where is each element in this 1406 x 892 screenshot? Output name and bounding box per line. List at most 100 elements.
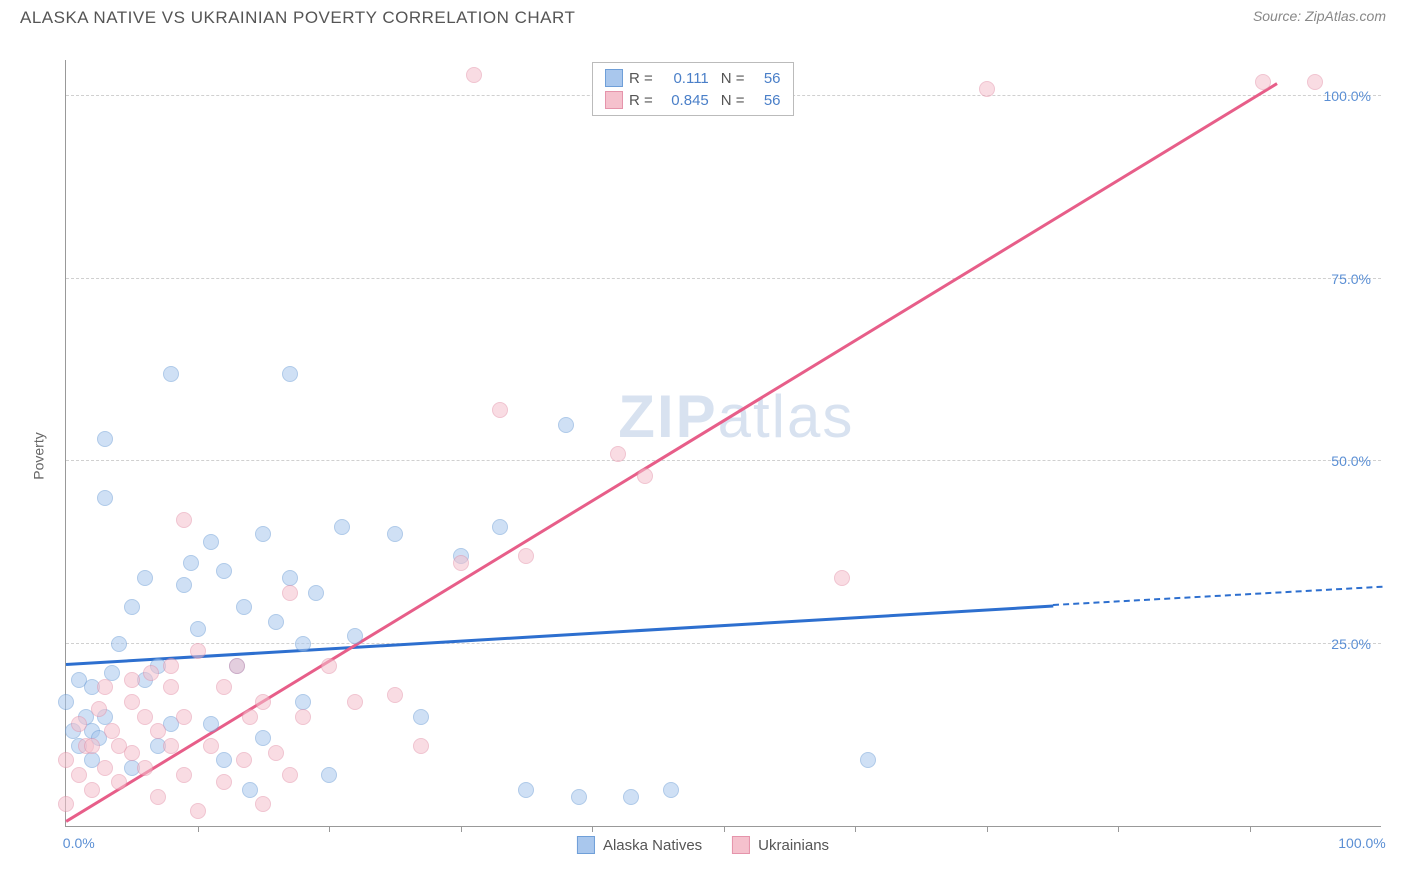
data-point (334, 519, 350, 535)
data-point (236, 599, 252, 615)
data-point (347, 694, 363, 710)
data-point (183, 555, 199, 571)
legend-swatch (577, 836, 595, 854)
data-point (97, 679, 113, 695)
data-point (979, 81, 995, 97)
data-point (255, 694, 271, 710)
x-tick-label: 100.0% (1338, 835, 1385, 851)
data-point (860, 752, 876, 768)
data-point (84, 782, 100, 798)
data-point (91, 701, 107, 717)
x-tick-mark (987, 826, 988, 832)
data-point (137, 709, 153, 725)
x-tick-mark (724, 826, 725, 832)
r-label: R = (629, 92, 653, 109)
x-tick-mark (198, 826, 199, 832)
source-label: Source: ZipAtlas.com (1253, 8, 1386, 24)
data-point (282, 767, 298, 783)
data-point (268, 614, 284, 630)
data-point (58, 694, 74, 710)
data-point (111, 774, 127, 790)
x-tick-label: 0.0% (63, 835, 95, 851)
legend-swatch (605, 91, 623, 109)
data-point (663, 782, 679, 798)
x-tick-mark (1118, 826, 1119, 832)
data-point (1255, 74, 1271, 90)
legend-row: R =0.111N =56 (605, 67, 781, 89)
data-point (104, 665, 120, 681)
x-tick-mark (461, 826, 462, 832)
data-point (492, 402, 508, 418)
data-point (255, 526, 271, 542)
x-tick-mark (329, 826, 330, 832)
data-point (242, 782, 258, 798)
data-point (236, 752, 252, 768)
data-point (58, 796, 74, 812)
data-point (84, 738, 100, 754)
data-point (308, 585, 324, 601)
data-point (242, 709, 258, 725)
data-point (150, 723, 166, 739)
data-point (203, 716, 219, 732)
data-point (190, 643, 206, 659)
data-point (321, 658, 337, 674)
gridline (66, 278, 1381, 279)
data-point (124, 694, 140, 710)
chart-container: Poverty ZIPatlas 25.0%50.0%75.0%100.0%0.… (20, 40, 1386, 872)
series-legend: Alaska NativesUkrainians (577, 836, 829, 854)
data-point (216, 679, 232, 695)
r-value: 0.111 (659, 70, 709, 87)
n-value: 56 (751, 92, 781, 109)
r-label: R = (629, 70, 653, 87)
y-tick-label: 75.0% (1331, 271, 1371, 287)
legend-label: Ukrainians (758, 837, 829, 854)
data-point (387, 687, 403, 703)
data-point (229, 658, 245, 674)
data-point (518, 782, 534, 798)
data-point (124, 745, 140, 761)
data-point (413, 738, 429, 754)
correlation-legend: R =0.111N =56R =0.845N =56 (592, 62, 794, 116)
data-point (637, 468, 653, 484)
data-point (834, 570, 850, 586)
data-point (176, 767, 192, 783)
gridline (66, 643, 1381, 644)
data-point (150, 789, 166, 805)
data-point (163, 658, 179, 674)
data-point (413, 709, 429, 725)
data-point (111, 636, 127, 652)
data-point (321, 767, 337, 783)
data-point (216, 563, 232, 579)
data-point (492, 519, 508, 535)
data-point (176, 577, 192, 593)
plot-area: ZIPatlas 25.0%50.0%75.0%100.0%0.0%100.0%… (65, 60, 1381, 827)
data-point (137, 760, 153, 776)
data-point (137, 570, 153, 586)
y-axis-label: Poverty (31, 432, 47, 479)
data-point (58, 752, 74, 768)
data-point (163, 679, 179, 695)
data-point (203, 738, 219, 754)
y-tick-label: 50.0% (1331, 453, 1371, 469)
data-point (255, 796, 271, 812)
data-point (190, 803, 206, 819)
gridline (66, 460, 1381, 461)
data-point (203, 534, 219, 550)
data-point (282, 366, 298, 382)
chart-title: ALASKA NATIVE VS UKRAINIAN POVERTY CORRE… (20, 8, 575, 28)
x-tick-mark (592, 826, 593, 832)
legend-row: R =0.845N =56 (605, 89, 781, 111)
data-point (216, 752, 232, 768)
data-point (347, 628, 363, 644)
data-point (190, 621, 206, 637)
data-point (124, 599, 140, 615)
data-point (124, 672, 140, 688)
data-point (104, 723, 120, 739)
data-point (295, 709, 311, 725)
r-value: 0.845 (659, 92, 709, 109)
trendline (1053, 586, 1382, 606)
data-point (295, 694, 311, 710)
data-point (387, 526, 403, 542)
y-tick-label: 100.0% (1324, 88, 1371, 104)
data-point (163, 366, 179, 382)
